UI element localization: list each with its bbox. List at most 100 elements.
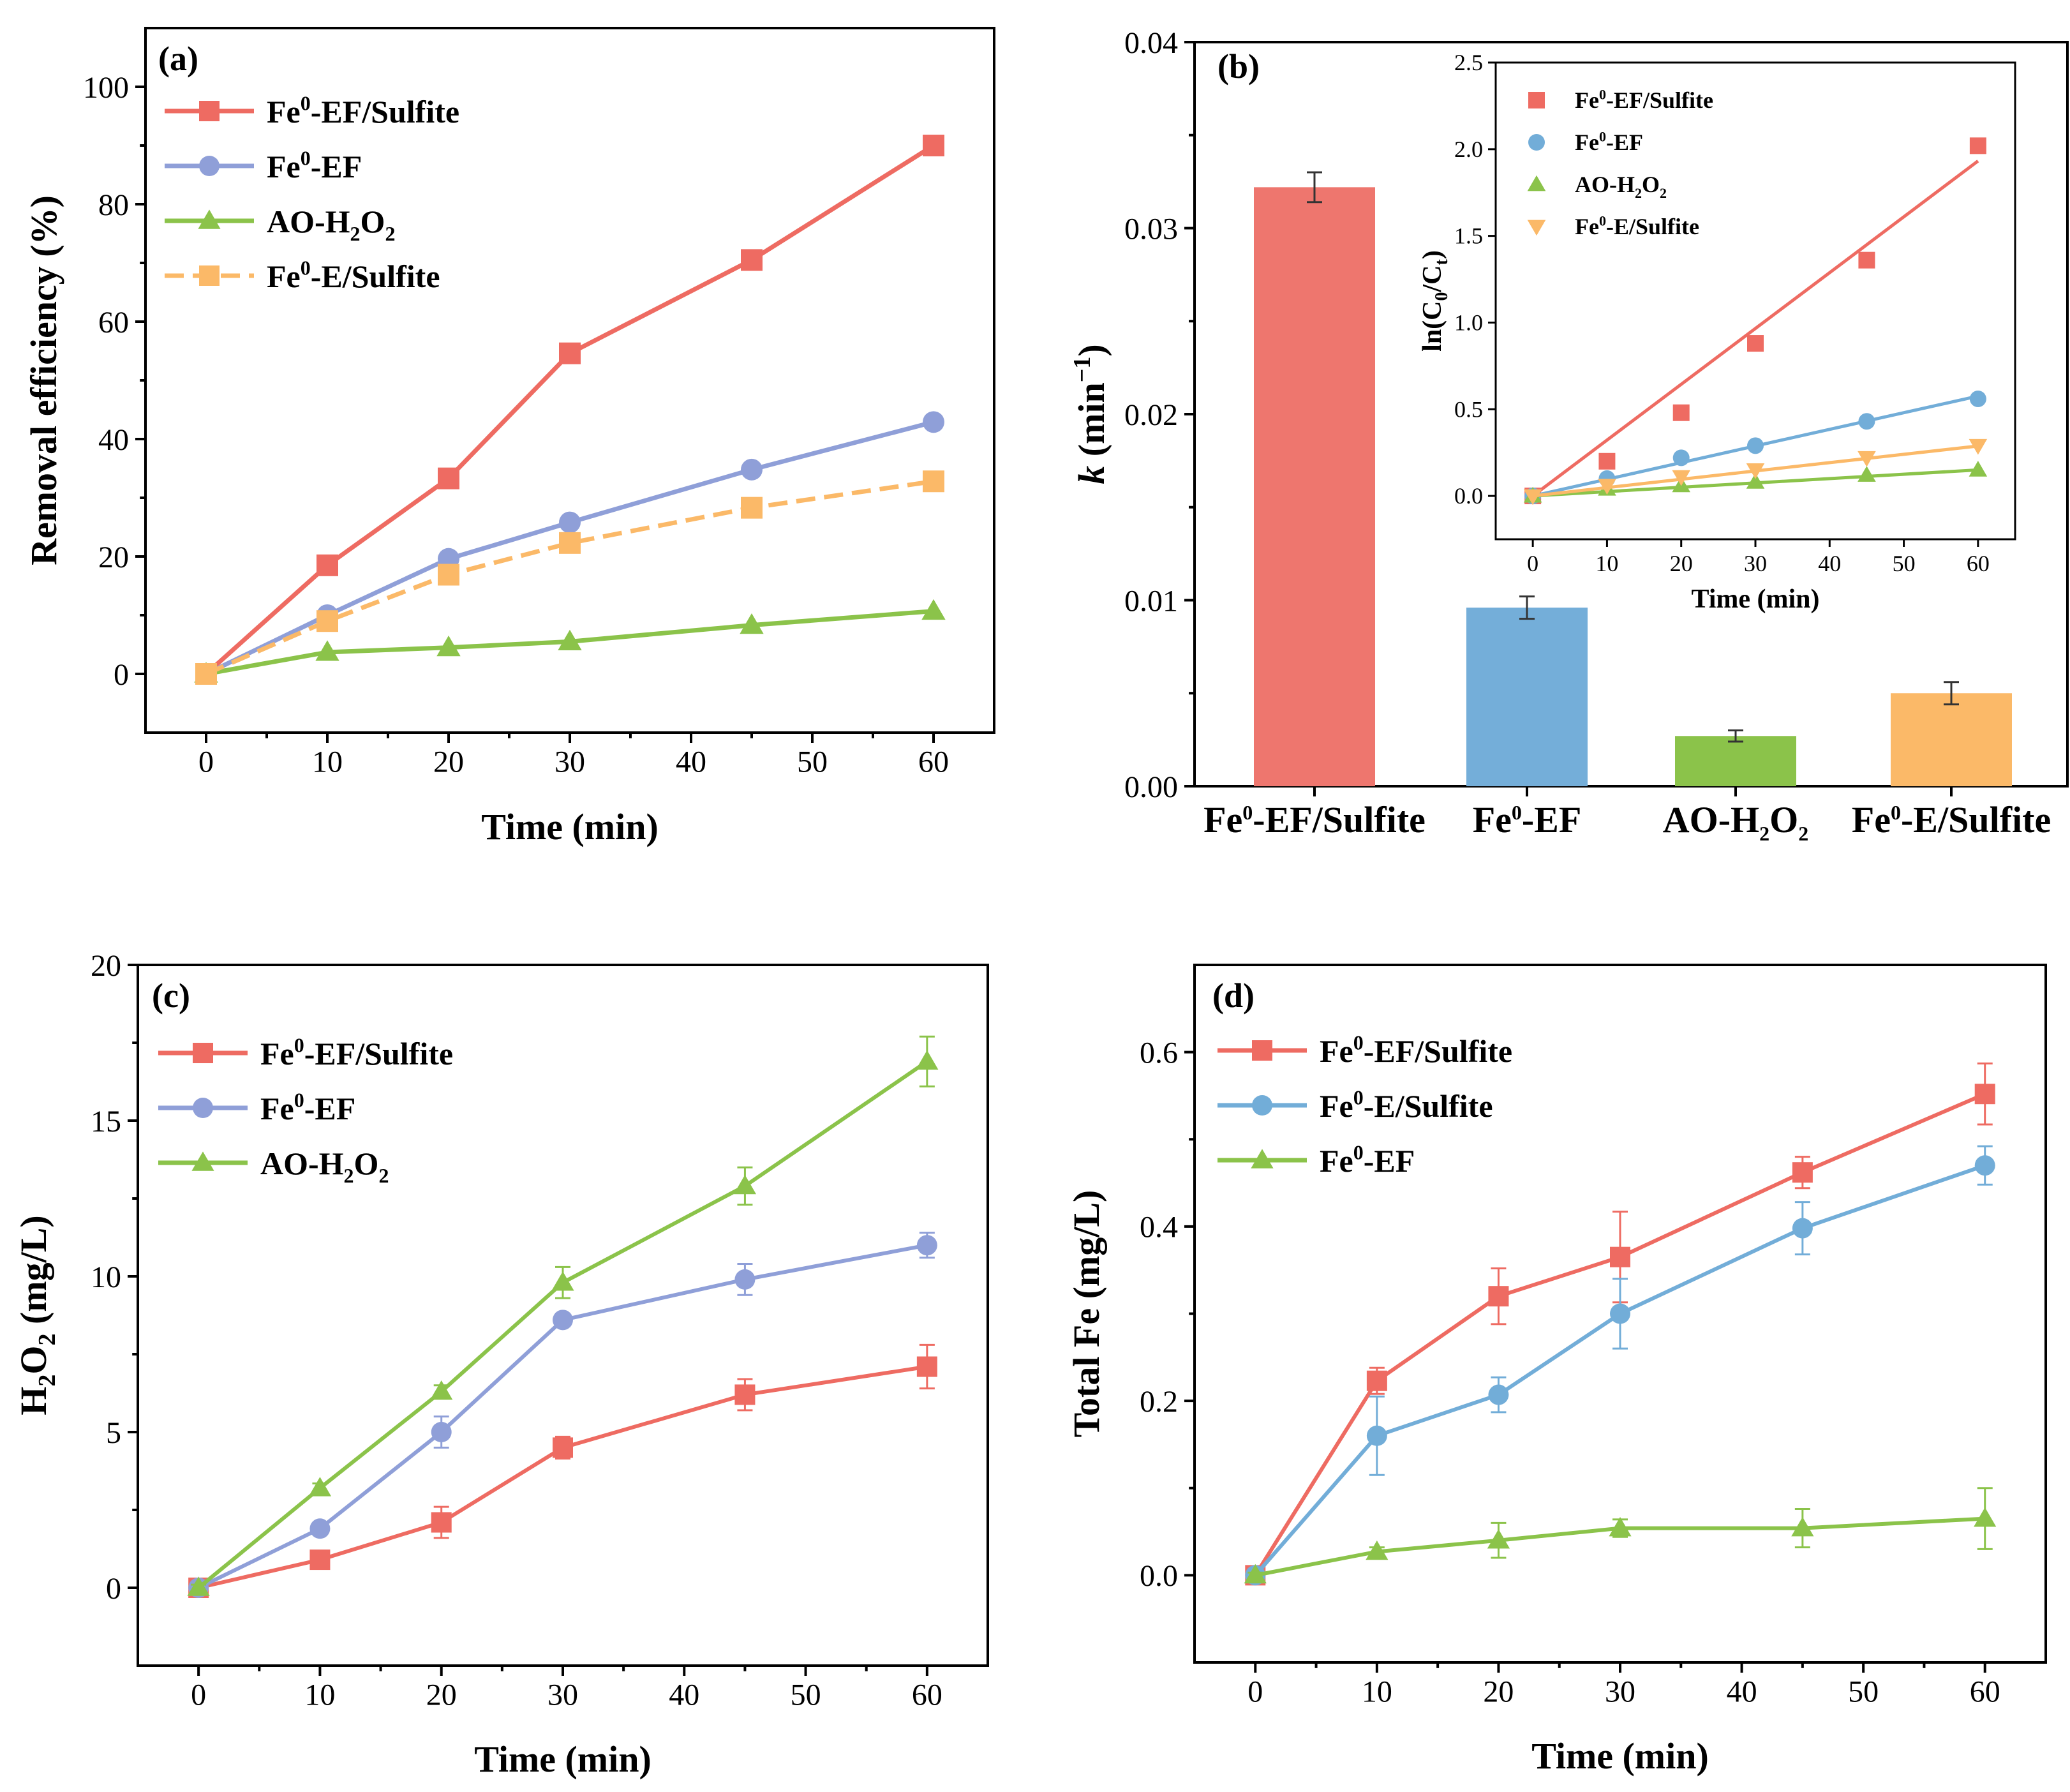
data-point — [1610, 1303, 1630, 1324]
inset-x-tick-label: 20 — [1670, 551, 1693, 576]
category-label: Fe0-EF — [1473, 799, 1582, 840]
legend-label-sub: 2 — [344, 1164, 354, 1187]
y-axis-label: Removal efficiency (%) — [23, 195, 64, 565]
inset-x-tick-label: 0 — [1527, 551, 1538, 576]
data-point — [916, 1050, 939, 1070]
legend-marker — [199, 156, 220, 176]
inset-legend-label-text: Fe — [1575, 87, 1599, 113]
x-tick-label: 20 — [426, 1678, 457, 1712]
legend-label: Fe0-EF — [260, 1088, 355, 1126]
category-label-text: O — [1769, 799, 1798, 840]
inset-legend-marker — [1527, 220, 1546, 236]
inset-data-point — [1672, 449, 1690, 467]
inset-legend-label-sup: 0 — [1599, 213, 1606, 228]
data-point — [553, 1310, 573, 1331]
legend-marker — [193, 1098, 213, 1118]
data-point — [741, 497, 763, 519]
legend-label-text: -EF/Sulfite — [304, 1036, 453, 1071]
x-tick-label: 30 — [1605, 1675, 1635, 1709]
inset-x-axis-label: Time (min) — [1691, 585, 1819, 614]
y-tick-label: 0.4 — [1140, 1211, 1178, 1244]
category-label: Fe0-EF/Sulfite — [1203, 799, 1426, 840]
y-tick-label: 0.0 — [1140, 1559, 1178, 1593]
inset-legend-label: Fe0-E/Sulfite — [1575, 213, 1699, 239]
inset-legend-label-text: Fe — [1575, 130, 1599, 155]
x-tick-label: 50 — [791, 1678, 821, 1712]
data-point — [734, 1269, 756, 1290]
x-tick-label: 50 — [1848, 1675, 1879, 1709]
inset-data-point — [1746, 463, 1765, 479]
data-point — [1792, 1218, 1813, 1239]
data-point — [741, 249, 763, 271]
y-tick-label: 10 — [91, 1260, 121, 1294]
bar — [1466, 608, 1588, 786]
y-tick-label: 0.6 — [1140, 1036, 1178, 1070]
legend-label: Fe0-EF/Sulfite — [260, 1033, 453, 1071]
inset-data-point — [1969, 390, 1986, 407]
legend-label-sup: 0 — [294, 1033, 304, 1056]
data-point — [309, 1518, 331, 1539]
y-axis-label-sub: 2 — [34, 1375, 61, 1387]
x-axis-label: Time (min) — [474, 1738, 652, 1780]
inset-data-point — [1969, 461, 1988, 477]
data-point — [923, 470, 944, 493]
y-tick-label: 0.04 — [1124, 26, 1178, 60]
y-axis-label: k (min−1) — [1069, 344, 1112, 484]
legend-label-sup: 0 — [294, 1088, 304, 1111]
data-point — [740, 613, 764, 634]
data-point — [309, 1549, 331, 1571]
inset-data-point — [1598, 479, 1616, 495]
data-point — [431, 1512, 452, 1533]
inset-legend-label-text: -EF — [1606, 130, 1643, 155]
category-label-text: -EF — [1522, 799, 1581, 840]
y-axis-label: H2O2 (mg/L) — [13, 1215, 61, 1415]
inset-y-axis-label-text: ln(C — [1418, 301, 1447, 351]
y-tick-label: 40 — [98, 423, 129, 457]
data-point — [1366, 1540, 1389, 1560]
inset-y-tick-label: 1.5 — [1454, 223, 1483, 249]
y-tick-label: 15 — [91, 1105, 121, 1139]
x-tick-label: 10 — [304, 1678, 335, 1712]
inset-legend-label-text: AO-H — [1575, 172, 1635, 197]
data-point — [741, 458, 763, 481]
legend-marker — [198, 209, 221, 229]
inset-data-point — [1747, 437, 1764, 454]
plot-frame — [144, 27, 995, 734]
legend-label-text: Fe — [267, 94, 301, 130]
data-point — [921, 599, 946, 620]
inset-data-point — [1598, 452, 1616, 470]
legend-marker — [193, 1043, 213, 1063]
inset-legend-marker — [1528, 134, 1545, 151]
y-axis-label-sub: 2 — [34, 1334, 61, 1346]
y-tick-label: 0.00 — [1124, 770, 1178, 804]
series-line — [1253, 1092, 1986, 1576]
legend-label: AO-H2O2 — [260, 1146, 389, 1187]
category-label-text: Fe — [1203, 799, 1242, 840]
data-point — [438, 467, 459, 489]
x-tick-label: 20 — [433, 745, 464, 779]
legend-marker — [199, 265, 220, 286]
legend-label-text: -E/Sulfite — [1364, 1088, 1493, 1124]
legend-label-text: -E/Sulfite — [311, 258, 440, 294]
category-label-text: Fe — [1852, 799, 1891, 840]
inset-legend-label: Fe0-EF/Sulfite — [1575, 86, 1713, 113]
legend-label-text: Fe — [1320, 1143, 1353, 1179]
y-axis-label-text: ) — [1071, 344, 1112, 356]
y-axis-label-text: (mg/L) — [13, 1215, 54, 1333]
inset-x-tick-label: 60 — [1967, 551, 1990, 576]
inset-legend-label-text: O — [1642, 172, 1660, 197]
series-line — [205, 609, 934, 676]
data-point — [1366, 1370, 1387, 1391]
inset-legend-label: Fe0-EF — [1575, 128, 1643, 155]
inset-x-tick-label: 10 — [1595, 551, 1618, 576]
y-tick-label: 20 — [98, 541, 129, 574]
data-point — [559, 532, 581, 554]
legend-label-text: O — [361, 204, 385, 239]
legend-label-sup: 0 — [301, 256, 311, 279]
category-label-text: Fe — [1473, 799, 1512, 840]
legend-label: Fe0-EF — [1320, 1140, 1415, 1179]
inset-data-point — [1858, 466, 1876, 482]
x-tick-label: 30 — [555, 745, 585, 779]
inset-legend-label-sup: 0 — [1599, 86, 1606, 102]
